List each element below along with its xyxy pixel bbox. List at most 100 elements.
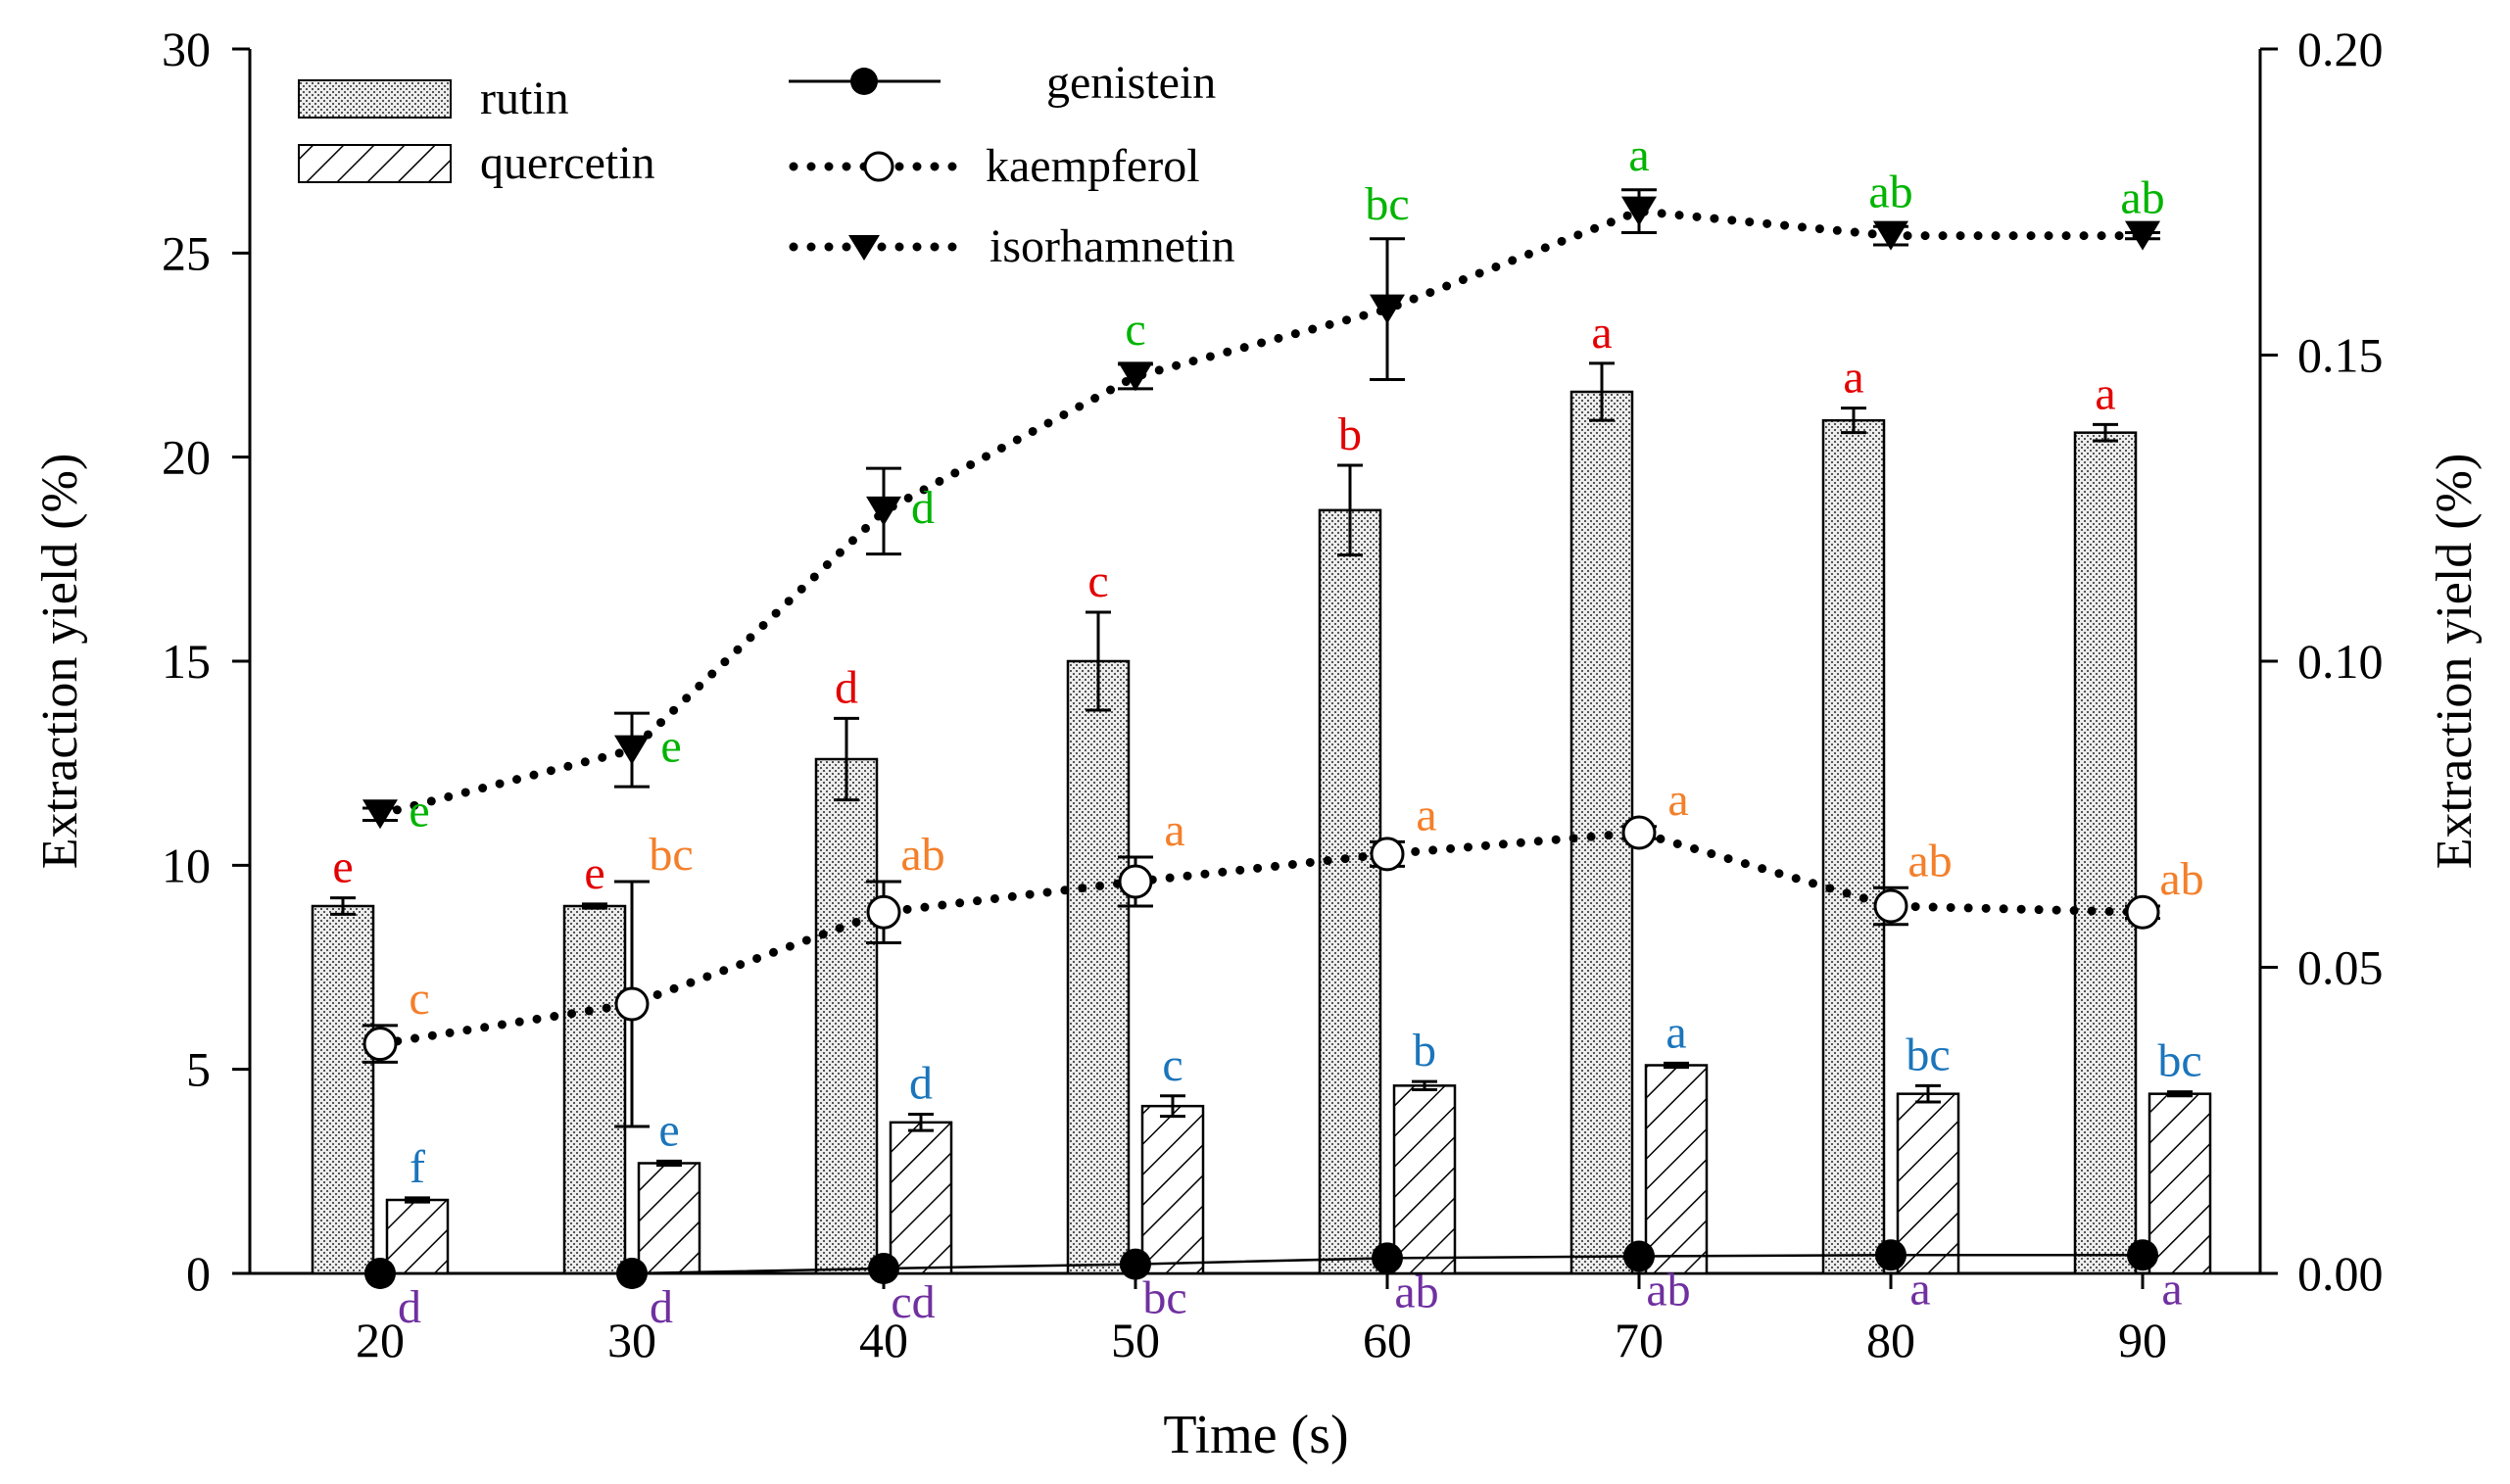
letter-quercetin: a bbox=[1665, 1006, 1686, 1058]
x-tick-label: 30 bbox=[607, 1313, 656, 1367]
marker-genistein bbox=[364, 1258, 396, 1289]
legend-marker-genistein bbox=[850, 68, 878, 95]
bar-quercetin bbox=[2148, 1092, 2212, 1275]
letter-genistein: ab bbox=[1646, 1265, 1690, 1316]
legend-label-kaempferol: kaempferol bbox=[986, 140, 1200, 192]
letter-rutin: c bbox=[1087, 555, 1108, 607]
letter-genistein: bc bbox=[1142, 1272, 1186, 1324]
letter-quercetin: bc bbox=[1906, 1029, 1950, 1080]
x-tick-label: 50 bbox=[1111, 1313, 1160, 1367]
marker-genistein bbox=[2127, 1239, 2158, 1271]
letter-rutin: a bbox=[1591, 307, 1612, 359]
x-ticks: 20 30 40 50 60 70 80 90 bbox=[356, 1273, 2167, 1367]
letter-isorhamnetin: e bbox=[409, 785, 429, 837]
legend: rutin quercetin genistein kaempferol iso… bbox=[298, 57, 1235, 272]
x-tick-label: 20 bbox=[356, 1313, 405, 1367]
marker-kaempferol bbox=[1370, 837, 1405, 872]
letter-genistein: a bbox=[2161, 1263, 2182, 1315]
marker-genistein bbox=[1372, 1242, 1403, 1274]
left-y-ticks: 0 5 10 15 20 25 30 bbox=[162, 22, 250, 1301]
marker-genistein bbox=[616, 1258, 648, 1289]
right-y-axis-title: Extraction yield (%) bbox=[2427, 454, 2483, 870]
line-isorhamnetin bbox=[375, 207, 2148, 819]
x-tick-label: 60 bbox=[1363, 1313, 1412, 1367]
left-tick-label: 20 bbox=[162, 430, 211, 485]
marker-genistein bbox=[1120, 1248, 1151, 1280]
x-axis-title: Time (s) bbox=[1163, 1405, 1348, 1465]
x-tick-label: 40 bbox=[859, 1313, 908, 1367]
letter-rutin: e bbox=[584, 847, 604, 899]
legend-swatch-quercetin bbox=[298, 144, 452, 183]
letter-isorhamnetin: ab bbox=[1868, 166, 1912, 217]
marker-isorhamnetin bbox=[362, 799, 398, 830]
legend-marker-isorhamnetin bbox=[848, 235, 880, 261]
bar-rutin bbox=[311, 904, 375, 1275]
letter-quercetin: f bbox=[410, 1141, 425, 1193]
letter-kaempferol: bc bbox=[649, 829, 693, 881]
letter-genistein: cd bbox=[891, 1276, 935, 1328]
letter-quercetin: d bbox=[909, 1058, 933, 1110]
marker-kaempferol bbox=[1873, 888, 1908, 924]
letter-genistein: ab bbox=[1394, 1266, 1438, 1317]
letter-rutin: e bbox=[332, 841, 353, 893]
right-tick-label: 0.05 bbox=[2297, 940, 2384, 995]
marker-isorhamnetin bbox=[1118, 361, 1153, 392]
marker-kaempferol bbox=[362, 1027, 398, 1062]
letter-kaempferol: a bbox=[1667, 774, 1688, 826]
letter-genistein: d bbox=[650, 1281, 673, 1333]
legend-marker-kaempferol bbox=[863, 151, 894, 182]
bar-quercetin bbox=[385, 1198, 450, 1275]
letter-isorhamnetin: bc bbox=[1365, 178, 1409, 230]
letter-isorhamnetin: d bbox=[911, 482, 935, 534]
marker-isorhamnetin bbox=[2125, 220, 2160, 251]
letter-quercetin: e bbox=[658, 1104, 679, 1156]
bar-rutin bbox=[814, 757, 879, 1275]
bar-rutin bbox=[2073, 431, 2138, 1275]
right-tick-label: 0.10 bbox=[2297, 634, 2384, 689]
marker-isorhamnetin bbox=[866, 496, 901, 526]
line-genistein bbox=[380, 1254, 2143, 1275]
marker-kaempferol bbox=[614, 986, 650, 1022]
letter-isorhamnetin: e bbox=[660, 721, 681, 773]
marker-genistein bbox=[1875, 1239, 1907, 1271]
letter-kaempferol: ab bbox=[1907, 835, 1952, 886]
x-tick-label: 70 bbox=[1615, 1313, 1664, 1367]
bar-quercetin bbox=[889, 1121, 953, 1275]
bar-quercetin bbox=[1140, 1104, 1205, 1275]
legend-label-genistein: genistein bbox=[1046, 57, 1216, 109]
marker-isorhamnetin bbox=[1621, 196, 1657, 226]
letter-rutin: b bbox=[1338, 408, 1362, 460]
letter-kaempferol: a bbox=[1164, 804, 1184, 856]
letter-rutin: a bbox=[2095, 367, 2115, 419]
left-tick-label: 25 bbox=[162, 225, 211, 280]
right-y-ticks: 0.00 0.05 0.10 0.15 0.20 bbox=[2260, 22, 2384, 1301]
legend-label-quercetin: quercetin bbox=[480, 137, 655, 189]
letter-kaempferol: ab bbox=[900, 829, 944, 881]
right-tick-label: 0.00 bbox=[2297, 1246, 2384, 1301]
left-y-axis-title: Extraction yield (%) bbox=[32, 454, 88, 870]
marker-kaempferol bbox=[866, 894, 901, 930]
marker-isorhamnetin bbox=[614, 735, 650, 765]
letter-genistein: a bbox=[1909, 1263, 1930, 1315]
x-tick-label: 90 bbox=[2118, 1313, 2167, 1367]
marker-isorhamnetin bbox=[1873, 220, 1908, 251]
letter-kaempferol: a bbox=[1416, 789, 1436, 840]
legend-swatch-rutin bbox=[298, 79, 452, 119]
letter-rutin: a bbox=[1843, 352, 1863, 404]
left-tick-label: 10 bbox=[162, 838, 211, 892]
left-tick-label: 15 bbox=[162, 634, 211, 689]
bar-quercetin bbox=[1392, 1084, 1457, 1275]
letter-kaempferol: c bbox=[409, 973, 429, 1025]
x-tick-label: 80 bbox=[1866, 1313, 1915, 1367]
marker-kaempferol bbox=[2125, 894, 2160, 930]
line-series bbox=[362, 188, 2160, 1289]
bar-rutin bbox=[562, 904, 627, 1275]
legend-label-rutin: rutin bbox=[480, 72, 569, 124]
letter-kaempferol: ab bbox=[2159, 853, 2203, 905]
marker-isorhamnetin bbox=[1370, 294, 1405, 324]
right-tick-label: 0.15 bbox=[2297, 328, 2384, 383]
letter-quercetin: bc bbox=[2157, 1035, 2201, 1087]
letter-quercetin: b bbox=[1413, 1025, 1436, 1077]
